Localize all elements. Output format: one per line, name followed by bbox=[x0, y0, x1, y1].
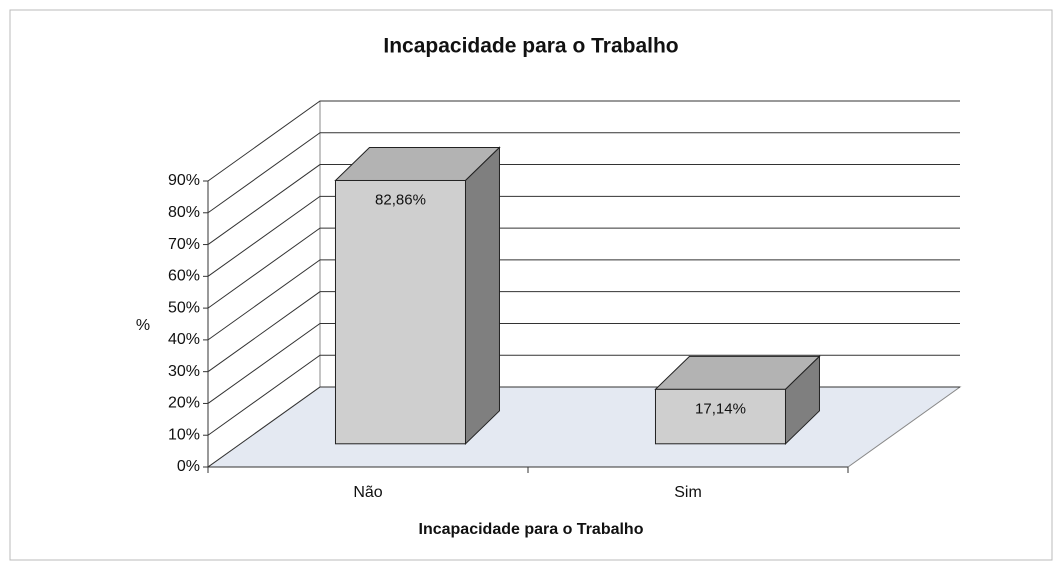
grid-line bbox=[207, 164, 960, 245]
grid-line bbox=[207, 354, 960, 436]
bar bbox=[654, 388, 786, 445]
y-tick-label: 20% bbox=[168, 395, 200, 412]
grid-line bbox=[207, 322, 960, 404]
grid-line bbox=[207, 195, 960, 277]
grid-line bbox=[207, 291, 960, 373]
bar bbox=[334, 179, 466, 445]
y-tick-label: 50% bbox=[168, 299, 200, 316]
x-tick-label: Não bbox=[353, 484, 382, 501]
y-tick-label: 60% bbox=[168, 268, 200, 285]
y-tick-label: 10% bbox=[168, 426, 200, 443]
bar-side bbox=[464, 146, 500, 445]
x-tick-label: Sim bbox=[674, 484, 702, 501]
grid-line bbox=[207, 227, 960, 309]
y-tick-label: 80% bbox=[168, 204, 200, 221]
grid-line bbox=[207, 132, 960, 214]
y-tick-label: 30% bbox=[168, 363, 200, 380]
grid-line bbox=[207, 100, 960, 182]
x-axis-label: Incapacidade para o Trabalho bbox=[419, 521, 644, 538]
y-tick-label: 90% bbox=[168, 172, 200, 189]
chart-title: Incapacidade para o Trabalho bbox=[383, 35, 678, 58]
y-tick-label: 0% bbox=[177, 458, 200, 475]
data-label: 17,14% bbox=[695, 400, 746, 417]
grid-line bbox=[207, 259, 960, 341]
floor bbox=[206, 386, 962, 468]
data-label: 82,86% bbox=[375, 191, 426, 208]
chart-frame bbox=[9, 9, 1053, 561]
y-tick-label: 40% bbox=[168, 331, 200, 348]
y-axis-label: % bbox=[136, 317, 150, 334]
y-tick-label: 70% bbox=[168, 236, 200, 253]
